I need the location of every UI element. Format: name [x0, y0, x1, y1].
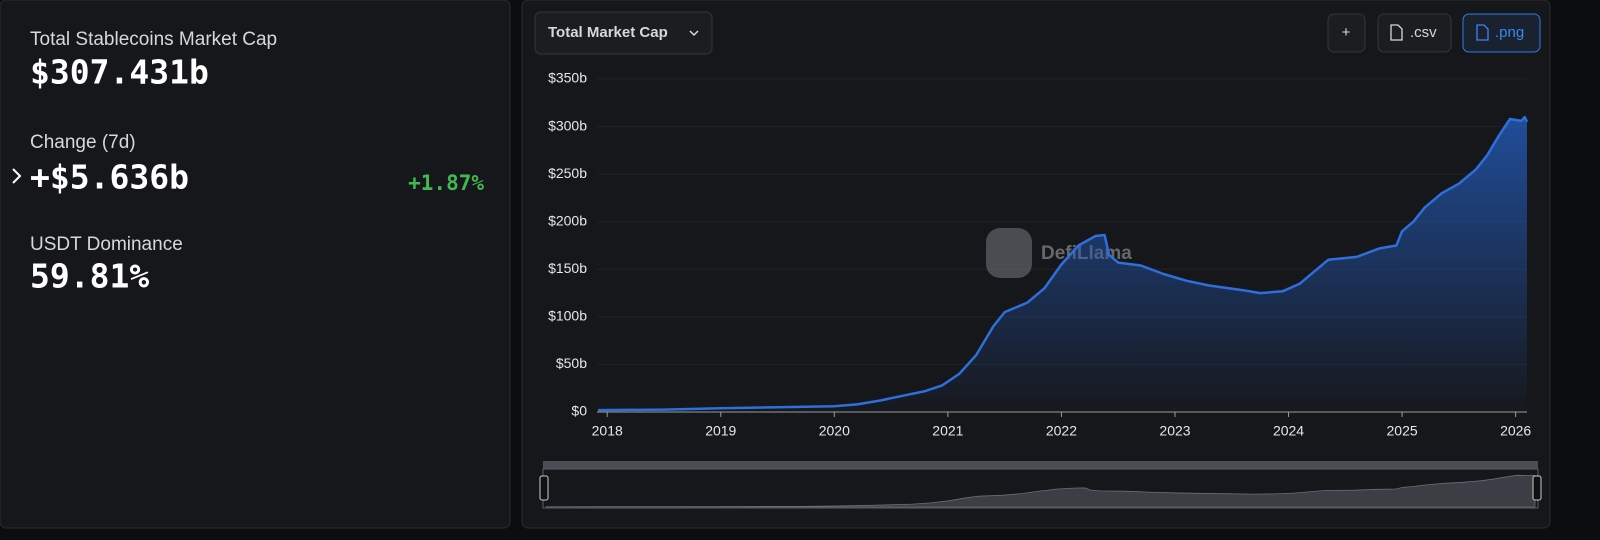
button-label: + — [1342, 24, 1351, 41]
y-tick-label: $150b — [548, 260, 587, 276]
y-tick-label: $0 — [571, 403, 587, 419]
button[interactable] — [1462, 13, 1541, 53]
brush-handle[interactable] — [1532, 475, 1542, 501]
y-tick-label: $100b — [548, 308, 587, 324]
y-tick-label: $350b — [548, 70, 587, 86]
line — [598, 115, 1529, 412]
dropdown[interactable] — [534, 11, 713, 55]
y-tick-label: $200b — [548, 212, 587, 228]
stat-value: +$5.636b — [30, 158, 189, 197]
button-label: .png — [1495, 24, 1524, 41]
stat-value: $307.431b — [30, 53, 209, 92]
y-tick-label: $50b — [556, 355, 587, 371]
x-tick-label: 2026 — [1500, 423, 1531, 439]
brush-area — [545, 474, 1536, 508]
x-tick-label: 2023 — [1159, 423, 1190, 439]
stat-change: +1.87% — [408, 171, 484, 195]
dropdown-caret — [689, 30, 699, 37]
x-tick-label: 2025 — [1387, 423, 1418, 439]
brush-handle-bar[interactable] — [543, 461, 1538, 469]
x-tick-label: 2020 — [819, 423, 850, 439]
file-icon — [1476, 24, 1489, 41]
stat-label: USDT Dominance — [30, 234, 183, 255]
y-tick-label: $300b — [548, 117, 587, 133]
brush-handle[interactable] — [539, 475, 549, 501]
button[interactable] — [1327, 13, 1366, 53]
button[interactable] — [1377, 13, 1452, 53]
stat-value: 59.81% — [30, 257, 149, 296]
y-tick-label: $250b — [548, 165, 587, 181]
x-tick-label: 2021 — [932, 423, 963, 439]
button-label: .csv — [1410, 24, 1437, 41]
stat-label: Total Stablecoins Market Cap — [30, 29, 277, 50]
x-tick-label: 2024 — [1273, 423, 1304, 439]
x-tick-label: 2022 — [1046, 423, 1077, 439]
file-icon — [1390, 24, 1403, 41]
watermark-logo — [986, 228, 1032, 278]
x-tick-label: 2019 — [705, 423, 736, 439]
stat-label: Change (7d) — [30, 132, 136, 153]
dropdown-label: Total Market Cap — [548, 24, 668, 41]
x-tick-label: 2018 — [592, 423, 623, 439]
stats-panel — [0, 0, 511, 529]
expand-chevron[interactable] — [12, 168, 22, 184]
